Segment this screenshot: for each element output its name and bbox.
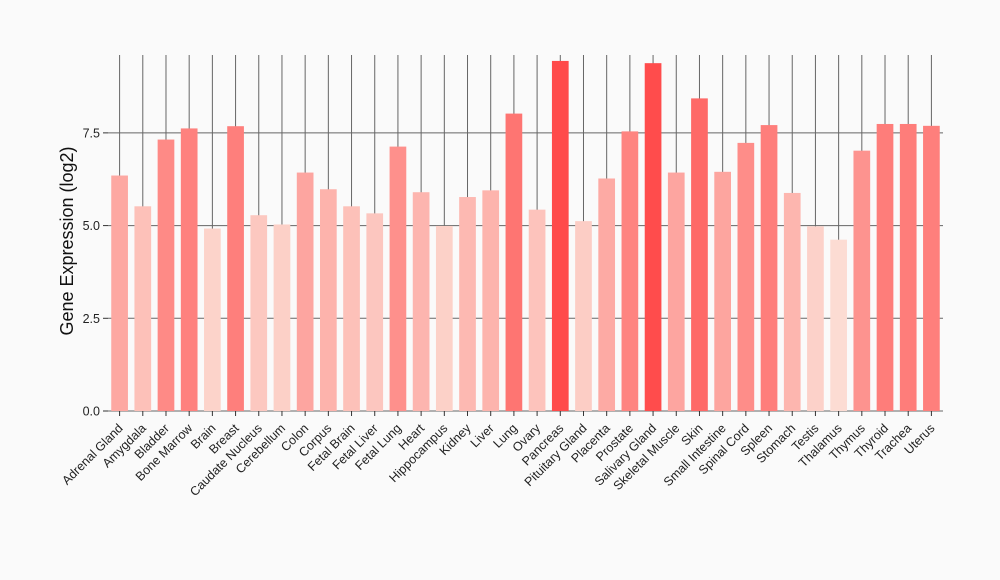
bar [412, 192, 430, 411]
bar [899, 123, 917, 411]
bar [343, 206, 360, 411]
bar [783, 192, 801, 411]
bar [134, 206, 152, 411]
bar [459, 197, 476, 411]
bar [505, 113, 523, 411]
bar [204, 228, 221, 411]
bar [157, 139, 175, 412]
bar [598, 178, 616, 411]
bar [923, 125, 940, 412]
y-tick-label: 5.0 [83, 219, 100, 233]
bar [575, 221, 592, 411]
bar [180, 128, 198, 412]
y-tick-label: 0.0 [83, 405, 100, 419]
axes [103, 132, 932, 416]
bar [551, 60, 569, 411]
bar [853, 150, 871, 412]
y-axis-title: Gene Expression (log2) [57, 146, 77, 335]
bar [319, 189, 337, 411]
bar [296, 172, 314, 411]
bar [250, 215, 268, 411]
bar [111, 175, 128, 411]
bar [667, 172, 685, 411]
bars [111, 60, 940, 412]
bar [435, 225, 453, 411]
bar [273, 224, 291, 411]
y-tick-label: 7.5 [83, 126, 100, 140]
bar [830, 239, 847, 411]
bar [807, 226, 824, 411]
bar [737, 142, 755, 411]
y-tick-label: 2.5 [83, 312, 100, 326]
x-tick-label: Liver [468, 421, 497, 450]
bar [691, 98, 708, 411]
bar [714, 171, 732, 411]
bar [366, 213, 384, 411]
bar [621, 131, 639, 411]
bar [227, 126, 244, 411]
bar [482, 190, 500, 411]
bar [389, 146, 407, 412]
bar [528, 209, 546, 411]
bar [876, 123, 894, 411]
bar [644, 63, 662, 412]
bar [760, 125, 778, 412]
